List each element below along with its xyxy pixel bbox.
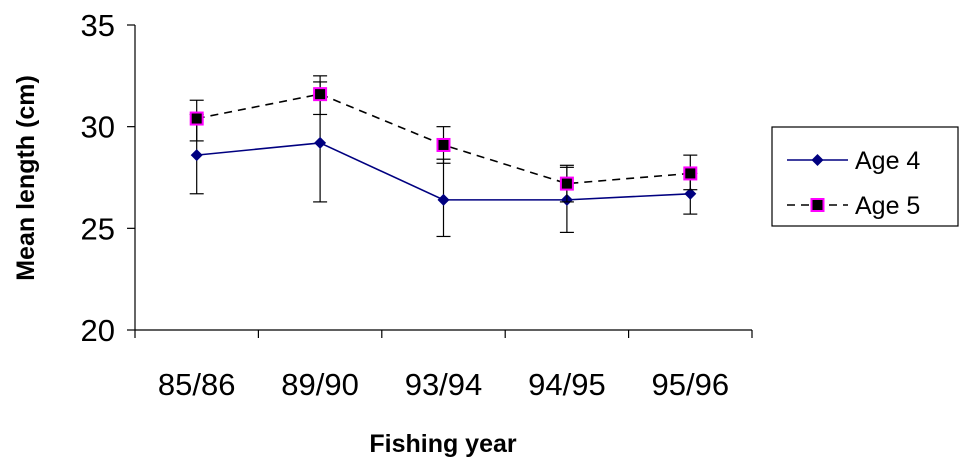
y-tick-label: 20 <box>81 313 115 348</box>
y-axis-title: Mean length (cm) <box>12 75 40 281</box>
data-point-age-5 <box>189 111 204 126</box>
legend-entry-age-4: Age 4 <box>787 147 920 175</box>
legend-marker-diamond-icon <box>811 154 824 166</box>
series-age-5 <box>189 75 698 203</box>
legend: Age 4 Age 5 <box>771 126 959 227</box>
legend-label-age-5: Age 5 <box>855 192 920 220</box>
x-axis-ticks: 85/86 89/90 93/94 94/95 95/96 <box>134 330 753 402</box>
data-point-age-4 <box>437 193 450 206</box>
legend-entry-age-5: Age 5 <box>787 192 920 220</box>
x-tick-label: 89/90 <box>281 367 359 402</box>
x-tick-label: 93/94 <box>405 367 483 402</box>
legend-label-age-4: Age 4 <box>855 147 920 175</box>
data-point-age-4 <box>684 187 697 200</box>
y-tick-label: 30 <box>81 110 115 145</box>
legend-box <box>771 126 959 227</box>
data-point-age-4 <box>190 149 203 162</box>
y-tick-label: 25 <box>81 211 115 246</box>
data-point-age-4 <box>314 136 327 149</box>
series-layer <box>189 75 698 238</box>
y-axis-ticks: 20 25 30 35 <box>81 8 135 348</box>
x-tick-label: 94/95 <box>528 367 606 402</box>
data-point-age-5 <box>559 176 574 191</box>
data-point-age-5 <box>313 87 328 102</box>
data-point-age-5 <box>683 166 698 181</box>
x-axis-title: Fishing year <box>369 430 517 458</box>
chart-axes <box>134 25 752 331</box>
x-tick-label: 95/96 <box>652 367 730 402</box>
y-tick-label: 35 <box>81 8 115 43</box>
x-tick-label: 85/86 <box>158 367 236 402</box>
data-point-age-5 <box>436 137 451 152</box>
legend-marker-square-icon <box>810 198 825 212</box>
